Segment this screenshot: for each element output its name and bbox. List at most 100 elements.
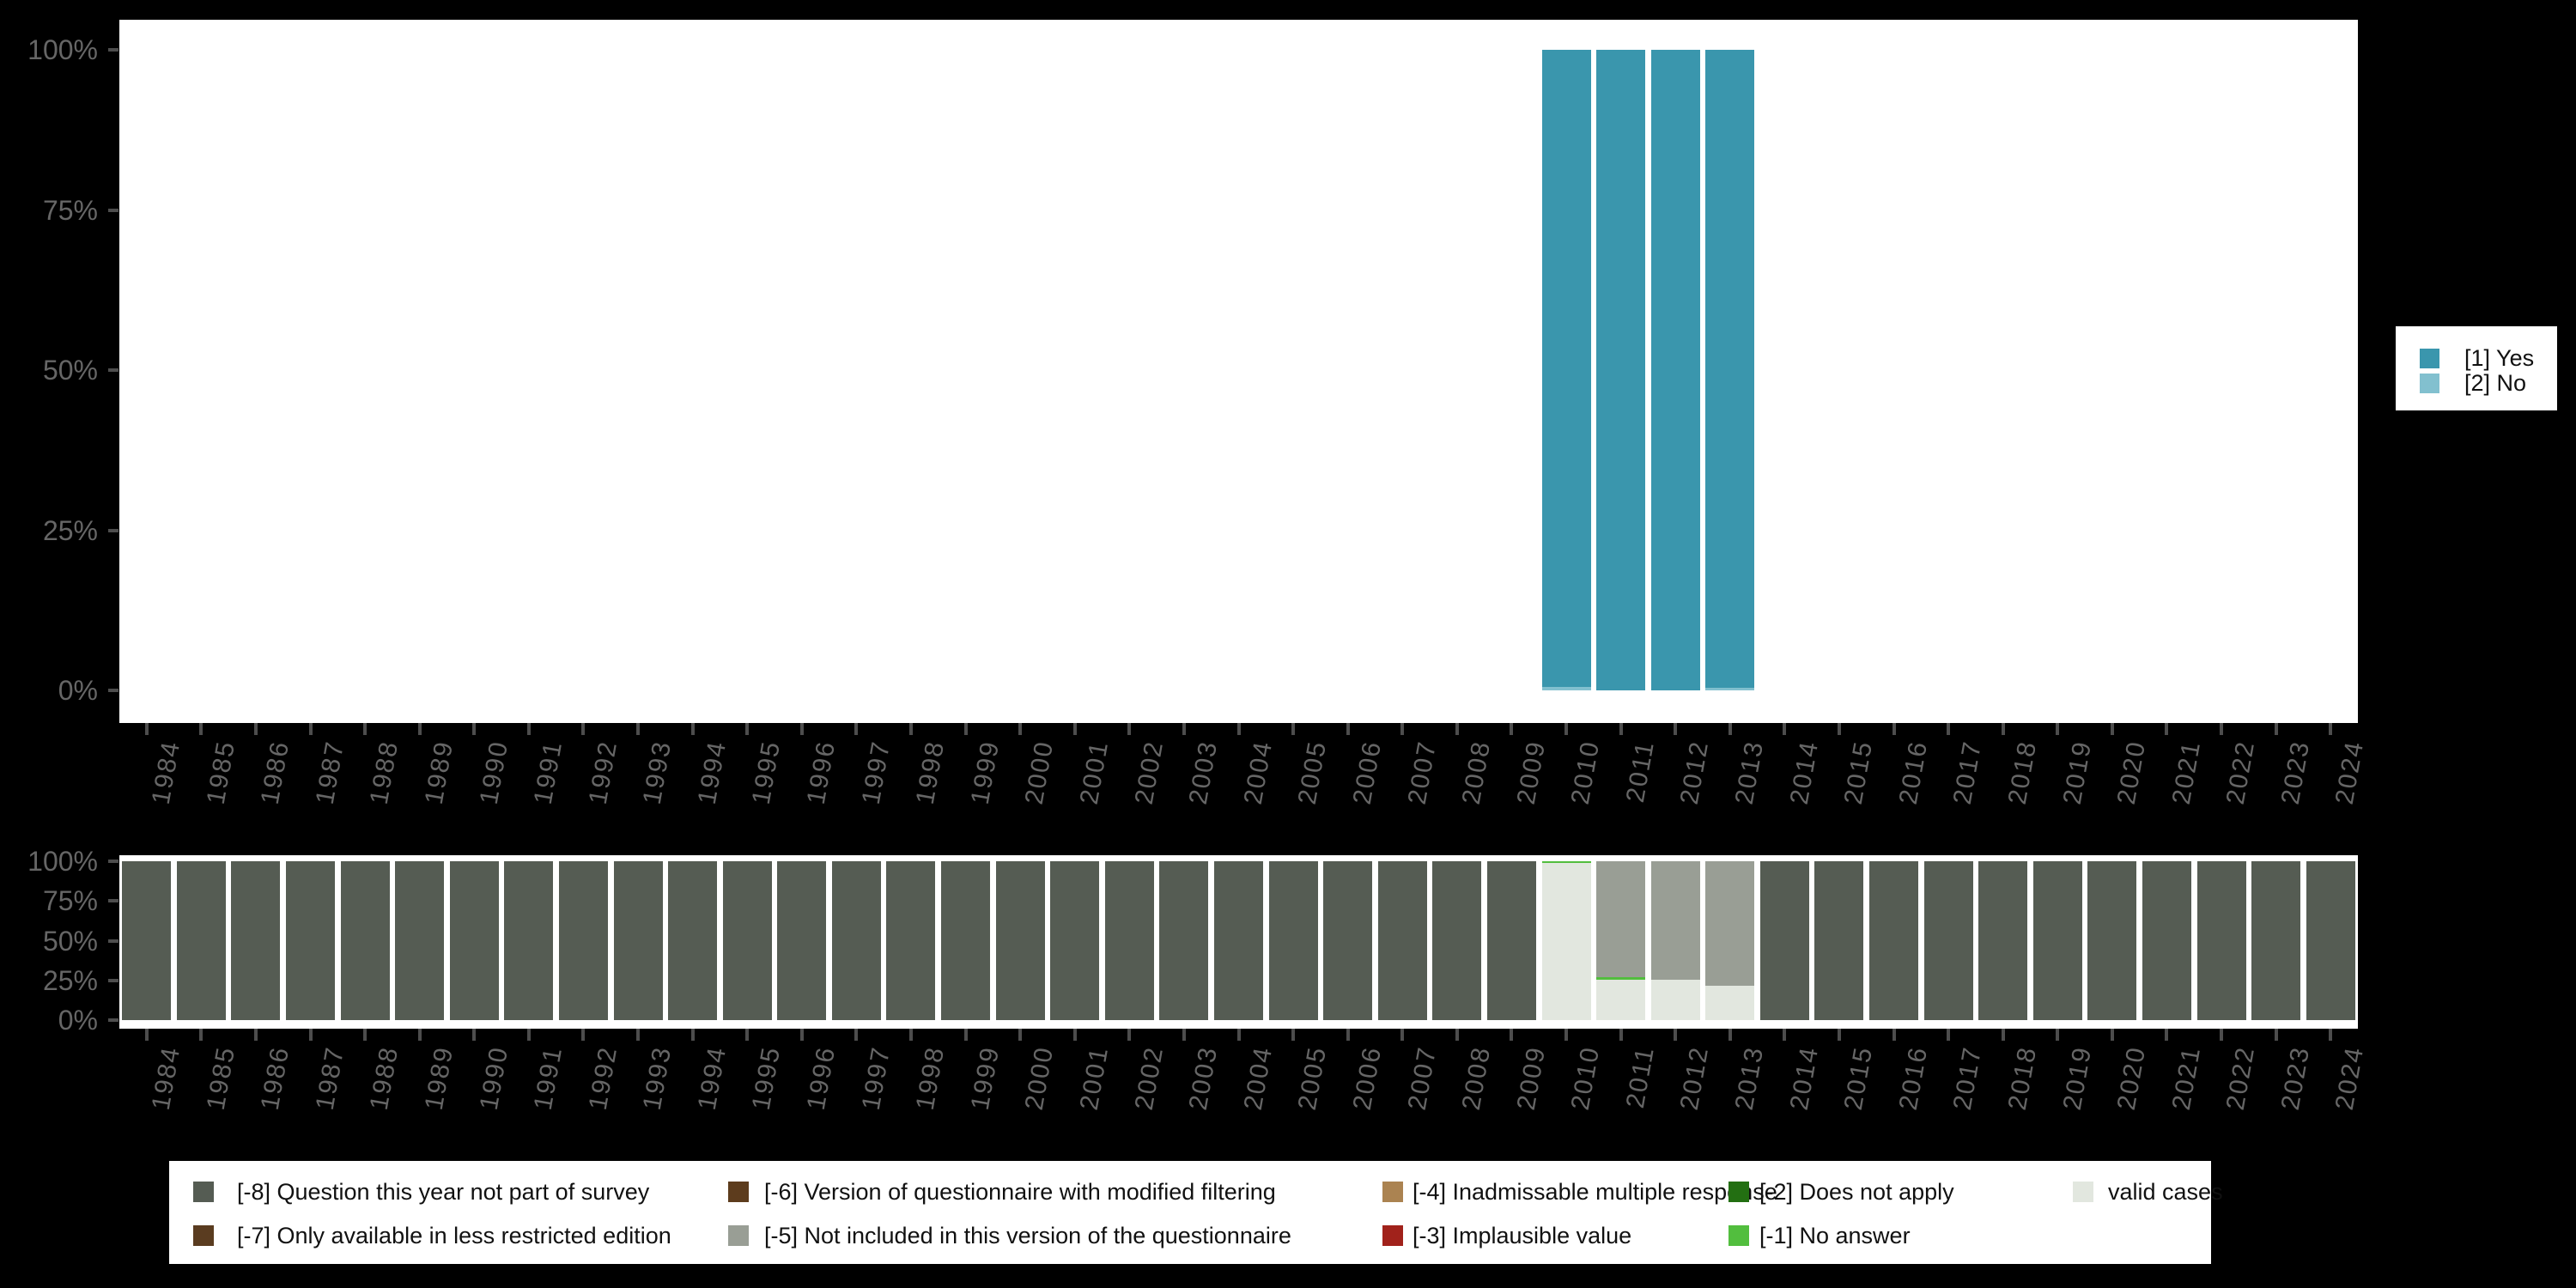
bar-segment xyxy=(941,861,991,1020)
legend-swatch xyxy=(728,1182,749,1202)
bar-segment xyxy=(2306,861,2355,1020)
x-tick xyxy=(1455,723,1459,735)
bar-segment xyxy=(1214,861,1263,1020)
y-tick xyxy=(108,48,118,52)
x-tick xyxy=(199,1029,204,1041)
bar-segment xyxy=(1541,687,1591,690)
x-tick xyxy=(636,1029,641,1041)
y-tick-label: 25% xyxy=(42,514,98,546)
x-tick xyxy=(799,723,804,735)
legend-item-label: [-4] Inadmissable multiple response xyxy=(1413,1179,1777,1205)
x-tick xyxy=(1947,1029,1951,1041)
bar-segment xyxy=(1486,861,1536,1020)
y-tick xyxy=(108,1018,118,1022)
x-tick xyxy=(1291,1029,1296,1041)
x-tick xyxy=(1236,1029,1241,1041)
x-tick xyxy=(1728,723,1732,735)
x-tick-label: 2021 xyxy=(2166,1044,2206,1113)
x-tick xyxy=(1564,1029,1568,1041)
x-tick-label: 2021 xyxy=(2166,738,2206,807)
x-tick xyxy=(2274,1029,2278,1041)
bar-segment xyxy=(1323,861,1373,1020)
x-tick xyxy=(1564,723,1568,735)
bar-segment xyxy=(1650,979,1700,1020)
x-tick xyxy=(908,1029,913,1041)
x-tick-label: 1984 xyxy=(146,738,186,807)
x-tick-label: 2023 xyxy=(2275,738,2316,807)
x-tick xyxy=(1072,723,1077,735)
x-tick-label: 1984 xyxy=(146,1044,186,1113)
bar-segment xyxy=(1814,861,1864,1020)
x-tick xyxy=(2220,1029,2224,1041)
x-tick-label: 2016 xyxy=(1893,738,1934,807)
bar-segment xyxy=(1759,861,1809,1020)
y-tick-label: 75% xyxy=(42,194,98,226)
x-tick-label: 2018 xyxy=(2002,1044,2043,1113)
y-tick xyxy=(108,689,118,692)
x-tick xyxy=(2165,723,2169,735)
legend-swatch xyxy=(1728,1225,1749,1246)
bar-segment xyxy=(1705,688,1755,690)
y-tick xyxy=(108,860,118,863)
x-tick-label: 2001 xyxy=(1074,1044,1115,1113)
x-tick-label: 1992 xyxy=(583,738,623,807)
x-tick-label: 1986 xyxy=(255,1044,295,1113)
x-tick-label: 2011 xyxy=(1621,738,1661,805)
x-tick xyxy=(1783,1029,1787,1041)
x-tick xyxy=(1400,723,1405,735)
x-tick-label: 2015 xyxy=(1838,738,1879,807)
x-tick-label: 2009 xyxy=(1511,738,1551,807)
x-tick-label: 2002 xyxy=(1129,738,1169,807)
bar-segment xyxy=(1705,986,1755,1020)
x-tick-label: 1985 xyxy=(201,738,240,807)
x-tick xyxy=(363,723,368,735)
bar-segment xyxy=(122,861,172,1020)
bar-segment xyxy=(2196,861,2246,1020)
bar-segment xyxy=(231,861,281,1020)
y-tick-label: 100% xyxy=(27,846,98,877)
x-tick-label: 1990 xyxy=(474,1044,513,1113)
bar-segment xyxy=(995,861,1045,1020)
x-tick-label: 1988 xyxy=(365,738,404,807)
bar-segment xyxy=(613,861,663,1020)
x-tick-label: 2006 xyxy=(1347,738,1388,807)
legend-swatch xyxy=(193,1182,214,1202)
x-tick xyxy=(1236,723,1241,735)
legend-item-label: valid cases xyxy=(2108,1179,2223,1205)
x-tick xyxy=(526,1029,531,1041)
x-tick-label: 1988 xyxy=(365,1044,404,1113)
bar-segment xyxy=(1159,861,1209,1020)
x-tick-label: 1999 xyxy=(965,1044,1005,1113)
x-tick xyxy=(1127,1029,1132,1041)
bar-segment xyxy=(340,861,390,1020)
x-tick-label: 1997 xyxy=(856,1044,896,1113)
x-tick-label: 2013 xyxy=(1729,1044,1770,1113)
bar-segment xyxy=(2142,861,2191,1020)
legend-item-label: [-2] Does not apply xyxy=(1759,1179,1954,1205)
x-tick-label: 2023 xyxy=(2275,1044,2316,1113)
bar-segment xyxy=(449,861,499,1020)
y-tick xyxy=(108,978,118,982)
x-tick xyxy=(1346,1029,1350,1041)
legend-item-label: [-8] Question this year not part of surv… xyxy=(237,1179,650,1205)
x-tick xyxy=(363,1029,368,1041)
x-tick xyxy=(1018,723,1023,735)
x-tick xyxy=(1346,723,1350,735)
x-tick-label: 1985 xyxy=(201,1044,240,1113)
x-tick xyxy=(2056,723,2060,735)
answers-chart-plot xyxy=(119,20,2358,723)
x-tick-label: 2013 xyxy=(1729,738,1770,807)
bar-segment xyxy=(1650,50,1700,690)
x-tick xyxy=(745,723,750,735)
x-tick-label: 2014 xyxy=(1784,738,1824,807)
x-tick-label: 1987 xyxy=(310,1044,350,1113)
bar-segment xyxy=(722,861,772,1020)
x-tick xyxy=(581,1029,586,1041)
x-tick-label: 2003 xyxy=(1183,1044,1224,1113)
legend-swatch xyxy=(1382,1182,1403,1202)
x-tick-label: 2004 xyxy=(1238,738,1278,807)
x-tick xyxy=(581,723,586,735)
x-tick xyxy=(2274,723,2278,735)
x-tick-label: 1998 xyxy=(911,738,951,807)
x-tick-label: 2024 xyxy=(2330,738,2370,807)
